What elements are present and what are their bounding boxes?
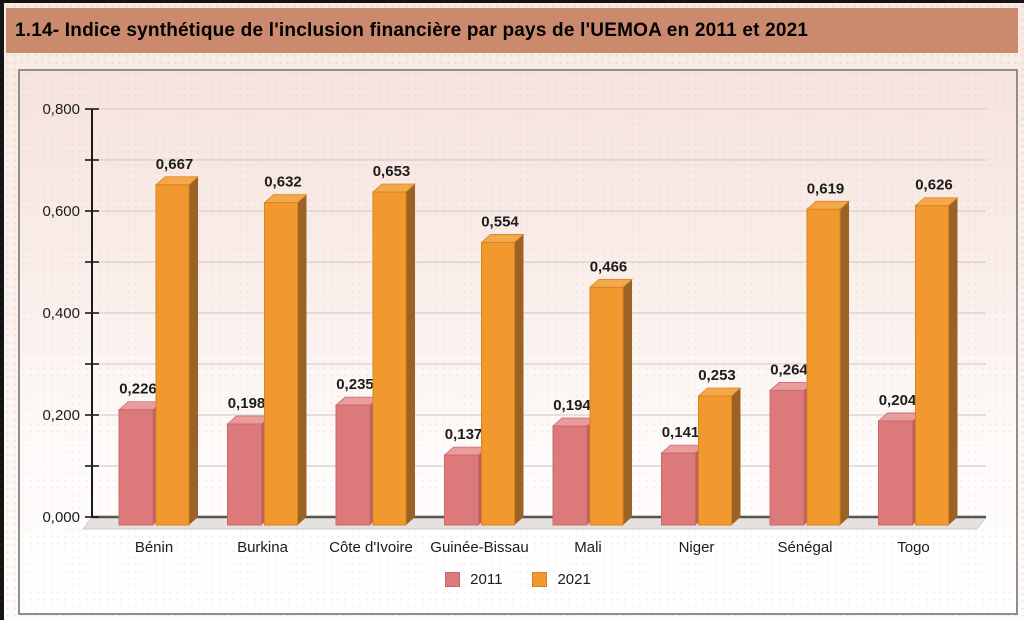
bar-value-label: 0,204 — [879, 392, 917, 409]
y-axis-tick-label: 0,400 — [42, 305, 80, 322]
chart-area: 0,000 0,200 0,400 0,600 0,800 0,226 0,667 Bénin… — [18, 69, 1018, 615]
bar-value-label: 0,264 — [770, 361, 808, 378]
bar-2011-c7 — [878, 420, 913, 526]
bar-2011-c4 — [552, 425, 588, 526]
legend-item-2011: 2011 — [445, 571, 502, 588]
bar-value-label: 0,137 — [445, 426, 483, 443]
bar-2021-c1 — [264, 202, 298, 526]
legend-label: 2011 — [470, 570, 503, 588]
bar-2021-c2 — [372, 191, 407, 526]
bar-2021-c0 — [155, 184, 190, 526]
x-axis-category-label: Bénin — [135, 539, 173, 556]
bar-value-label: 0,554 — [481, 213, 519, 230]
bar-value-label: 0,667 — [156, 156, 194, 173]
y-axis-tick-label: 0,800 — [42, 101, 80, 118]
bar-value-label: 0,626 — [915, 177, 953, 194]
chart-legend: 2011 2021 — [20, 568, 1016, 590]
bar-value-label: 0,194 — [553, 397, 591, 414]
x-axis-category-label: Niger — [679, 539, 715, 556]
bar-side-2021-c0 — [189, 176, 198, 525]
y-axis-tick-label: 0,000 — [42, 509, 80, 526]
bar-2011-c6 — [769, 389, 805, 526]
bar-value-label: 0,619 — [807, 180, 845, 197]
legend-swatch-2021 — [532, 571, 548, 587]
bar-2021-c3 — [481, 241, 515, 526]
bar-2021-c6 — [806, 208, 841, 526]
bar-chart: 0,000 0,200 0,400 0,600 0,800 0,226 0,667 Bénin… — [42, 101, 987, 556]
bar-value-label: 0,235 — [336, 376, 374, 393]
bar-2021-c5 — [698, 395, 732, 526]
chart-floor — [82, 516, 987, 530]
bar-side-2021-c7 — [948, 197, 958, 525]
x-axis-category-label: Guinée-Bissau — [430, 539, 528, 556]
bar-2011-c5 — [661, 452, 696, 526]
bar-side-2021-c4 — [623, 279, 632, 525]
bar-side-2021-c3 — [514, 234, 524, 525]
x-axis-category-label: Mali — [574, 539, 602, 556]
x-axis-category-label: Sénégal — [777, 539, 832, 556]
bar-2011-c2 — [335, 404, 371, 526]
legend-item-2021: 2021 — [532, 570, 591, 588]
bar-value-label: 0,253 — [698, 367, 736, 384]
bar-2011-c3 — [444, 454, 479, 526]
bar-2011-c1 — [227, 423, 262, 526]
x-axis-category-label: Togo — [897, 539, 930, 556]
bar-side-2021-c2 — [406, 183, 415, 525]
bar-side-2021-c5 — [731, 387, 741, 525]
bar-side-2021-c1 — [297, 194, 307, 525]
x-axis-category-label: Côte d'Ivoire — [329, 539, 413, 556]
bar-value-label: 0,653 — [373, 163, 411, 180]
bar-side-2021-c6 — [840, 201, 849, 525]
bar-2011-c0 — [118, 409, 154, 526]
bar-value-label: 0,226 — [119, 381, 157, 398]
x-axis-category-label: Burkina — [237, 539, 289, 556]
bar-value-label: 0,198 — [228, 395, 266, 412]
chart-title: 1.14- Indice synthétique de l'inclusion … — [6, 8, 1018, 53]
bar-2021-c4 — [589, 286, 624, 526]
bar-value-label: 0,632 — [264, 174, 302, 191]
y-axis-tick-label: 0,600 — [42, 203, 80, 220]
y-axis-tick-label: 0,200 — [42, 407, 80, 424]
legend-label: 2021 — [557, 570, 591, 588]
bar-value-label: 0,141 — [662, 424, 700, 441]
bar-value-label: 0,466 — [590, 258, 628, 275]
legend-swatch-2011 — [445, 571, 461, 587]
bar-2021-c7 — [915, 205, 949, 526]
